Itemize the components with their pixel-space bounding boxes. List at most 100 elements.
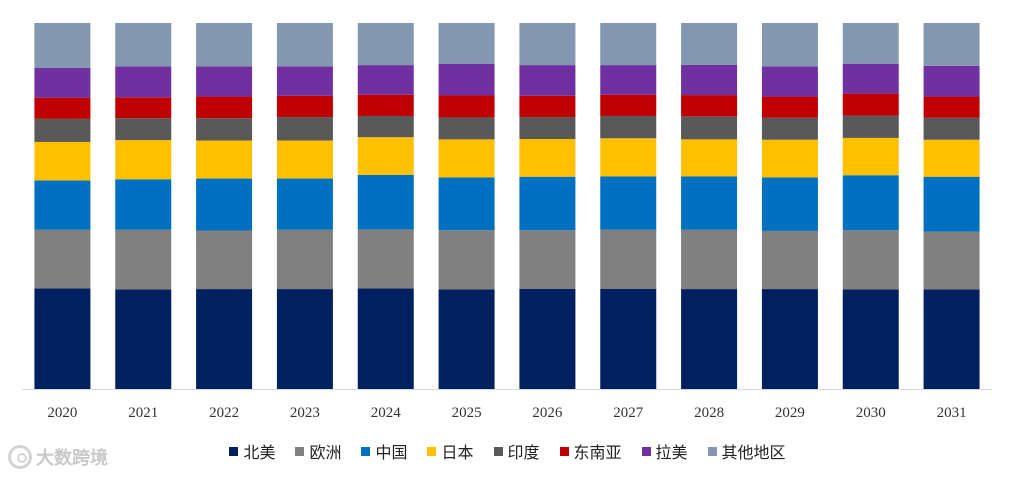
bar-segment-2029-3: [761, 177, 818, 231]
bar-segment-2024-4: [357, 137, 414, 175]
bar-segment-2031-5: [923, 117, 980, 140]
legend-label: 拉美: [655, 443, 688, 462]
bar-segment-2026-3: [519, 176, 576, 231]
bar-segment-2021-6: [115, 97, 172, 119]
bar-segment-2021-8: [115, 23, 172, 67]
bar-segment-2023-7: [276, 66, 333, 96]
bar-segment-2020-1: [34, 288, 91, 389]
bar-segment-2023-2: [276, 229, 333, 290]
bar-segment-2021-4: [115, 140, 172, 180]
bar-segment-2021-1: [115, 289, 172, 389]
bar-segment-2029-6: [761, 96, 818, 118]
watermark-text: 大数跨境: [36, 448, 108, 469]
x-tick-label: 2025: [452, 405, 482, 421]
bar-segment-2029-1: [761, 289, 818, 389]
legend-item: 欧洲: [295, 439, 341, 463]
bar-segment-2031-4: [923, 139, 980, 177]
bar-segment-2024-1: [357, 288, 414, 389]
x-tick-label: 2027: [613, 405, 644, 421]
bar-segment-2027-1: [600, 288, 657, 389]
bar-segment-2021-2: [115, 229, 172, 290]
legend-swatch: [641, 446, 651, 456]
bar-segment-2022-4: [196, 140, 253, 179]
bar-segment-2028-2: [681, 229, 738, 290]
x-tick-label: 2021: [128, 405, 158, 421]
bar-segment-2028-3: [681, 176, 738, 230]
legend-item: 印度: [493, 439, 540, 463]
legend-label: 其他地区: [721, 443, 786, 462]
x-tick-label: 2024: [371, 405, 402, 421]
bar-segment-2029-8: [761, 23, 818, 67]
bar-segment-2030-4: [842, 137, 899, 176]
bar-segment-2023-6: [276, 95, 333, 118]
x-tick-label: 2030: [856, 405, 886, 421]
legend-swatch: [427, 446, 437, 456]
bar-segment-2031-7: [923, 65, 980, 97]
bar-segment-2028-1: [681, 289, 738, 389]
bar-segment-2028-6: [681, 95, 738, 117]
bar-segment-2030-2: [842, 230, 899, 290]
bar-segment-2029-2: [761, 230, 818, 290]
bar-segment-2025-4: [438, 139, 495, 178]
bar-segment-2026-2: [519, 230, 576, 289]
bar-segment-2021-7: [115, 66, 172, 98]
bar-segment-2029-4: [761, 139, 818, 178]
bar-segment-2020-8: [34, 23, 91, 69]
bar-segment-2023-4: [276, 140, 333, 179]
bar-segment-2031-2: [923, 231, 980, 290]
bar-segment-2025-6: [438, 95, 495, 118]
bar-segment-2029-5: [761, 117, 818, 140]
x-tick-label: 2028: [694, 405, 724, 421]
bar-segment-2028-8: [681, 23, 738, 65]
legend-swatch: [361, 446, 371, 456]
legend-item: 北美: [229, 439, 275, 463]
bar-segment-2031-8: [923, 23, 980, 66]
bar-segment-2027-3: [600, 176, 657, 230]
bar-segment-2020-6: [34, 97, 91, 119]
legend-swatch: [559, 446, 569, 456]
bar-segment-2022-3: [196, 178, 253, 231]
x-tick-label: 2031: [937, 405, 967, 421]
x-tick-label: 2026: [532, 405, 563, 421]
bar-segment-2027-6: [600, 94, 657, 116]
bar-segment-2026-1: [519, 288, 576, 389]
bar-segment-2022-6: [196, 96, 253, 119]
legend-label: 印度: [507, 443, 540, 462]
bar-segment-2021-3: [115, 179, 172, 230]
x-tick-label: 2029: [775, 405, 805, 421]
bar-segment-2020-4: [34, 141, 91, 181]
legend-item: 拉美: [641, 439, 688, 463]
bar-segment-2025-7: [438, 63, 495, 96]
bar-segment-2027-4: [600, 138, 657, 177]
bar-segment-2030-6: [842, 93, 899, 116]
bar-segment-2023-3: [276, 178, 333, 230]
bar-segment-2028-4: [681, 139, 738, 177]
x-tick-label: 2023: [290, 405, 320, 421]
bar-segment-2030-1: [842, 289, 899, 389]
bar-segment-2028-5: [681, 116, 738, 140]
legend-item: 其他地区: [707, 439, 786, 463]
bar-segment-2026-5: [519, 117, 576, 140]
bar-segment-2025-2: [438, 230, 495, 290]
x-tick-label: 2022: [209, 405, 239, 421]
bar-segment-2031-3: [923, 176, 980, 232]
bar-segment-2027-5: [600, 115, 657, 139]
bar-segment-2024-3: [357, 174, 414, 230]
bar-segment-2023-1: [276, 289, 333, 389]
bar-segment-2022-5: [196, 118, 253, 141]
bar-segment-2026-6: [519, 95, 576, 118]
bar-segment-2024-2: [357, 229, 414, 289]
bar-segment-2030-5: [842, 115, 899, 138]
legend-label: 北美: [243, 443, 276, 462]
legend-item: 日本: [427, 439, 474, 463]
bar-segment-2027-2: [600, 229, 657, 289]
bar-segment-2020-3: [34, 180, 91, 230]
legend-swatch: [295, 446, 305, 456]
watermark-logo-icon: [8, 445, 32, 469]
legend-item: 中国: [361, 439, 407, 463]
bar-segment-2024-5: [357, 115, 414, 138]
bar-segment-2029-7: [761, 66, 818, 97]
legend-swatch: [229, 446, 239, 456]
bar-layer: [34, 23, 980, 389]
bar-segment-2020-5: [34, 118, 91, 142]
